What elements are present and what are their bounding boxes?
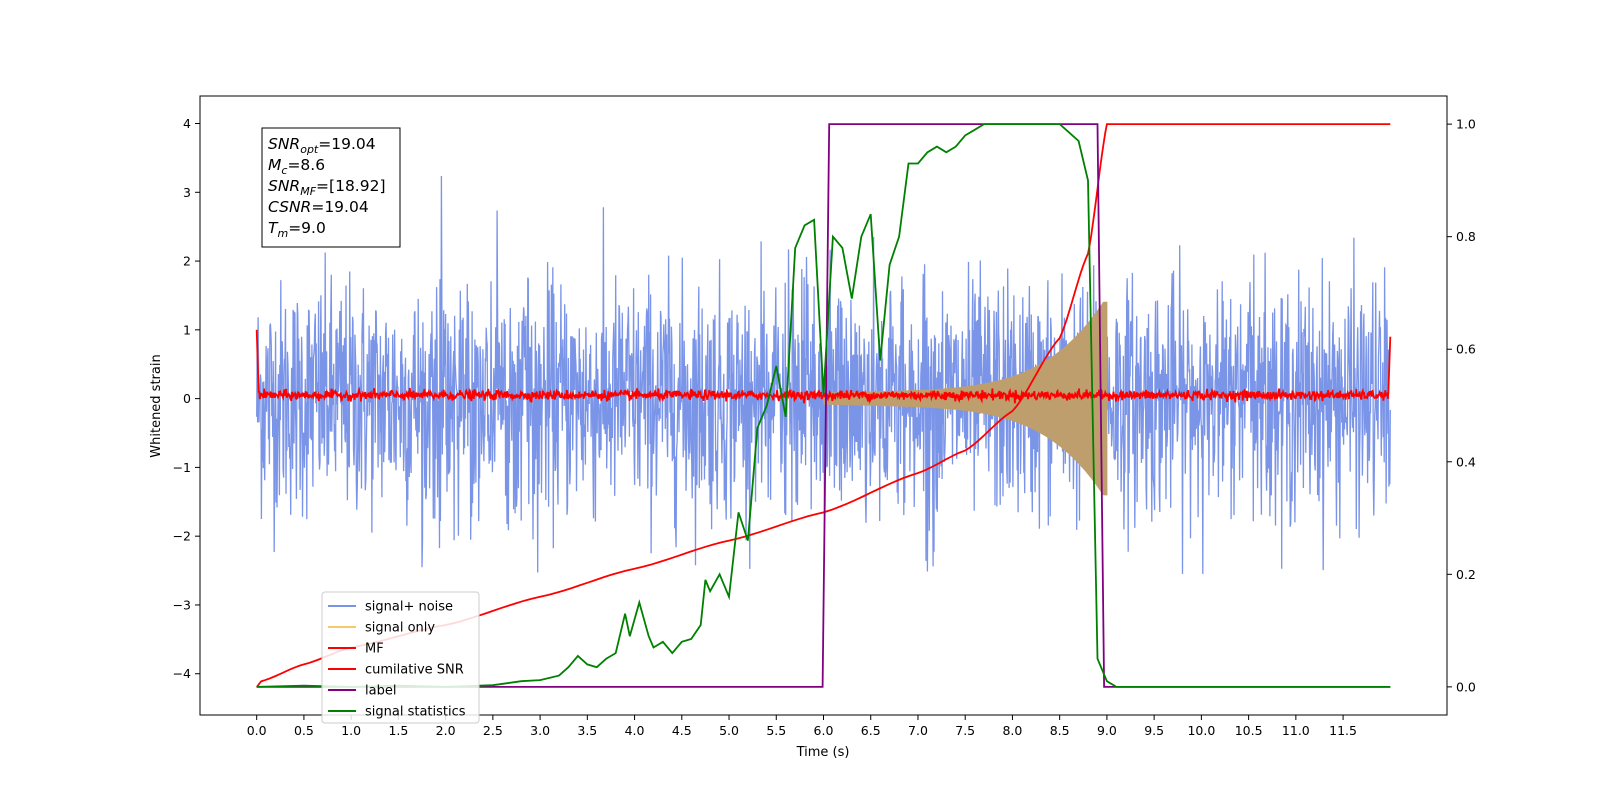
y-tick-label: 2 [183,254,191,269]
y-tick-label: 4 [183,116,191,131]
y-tick-label: −3 [173,597,191,612]
x-tick-label: 4.0 [625,723,645,738]
y2-tick-label: 0.4 [1456,454,1476,469]
x-tick-label: 0.5 [294,723,314,738]
series-signal-statistics-line [256,123,1391,688]
legend-label: label [365,684,396,699]
info-box-line: SNRopt=19.04 [268,135,376,156]
y-tick-label: 3 [183,185,191,200]
y2-tick-label: 0.6 [1456,342,1476,357]
x-axis-label: Time (s) [796,745,850,760]
x-tick-label: 1.5 [388,723,408,738]
legend-frame [321,591,480,724]
y2-axis: 0.0 0.2 0.4 0.6 0.8 1.0 [1447,117,1476,694]
series-signal-only-line [823,301,1108,496]
series-mf-line [255,329,1392,405]
legend-label: cumilative SNR [365,663,464,678]
info-box-line: CSNR=19.04 [268,198,369,216]
legend-label: MF [365,642,384,657]
x-tick-label: 6.0 [814,723,834,738]
info-box: SNRopt=19.04Mc=8.6SNRMF=[18.92]CSNR=19.0… [261,127,401,248]
x-tick-label: 2.5 [483,723,503,738]
x-tick-label: 0.0 [247,723,267,738]
legend-label: signal only [365,621,435,636]
info-box-line: Tm=9.0 [268,219,326,240]
y-tick-label: 0 [183,391,191,406]
x-tick-label: 8.0 [1002,723,1022,738]
legend-label: signal statistics [365,705,466,720]
y2-tick-label: 0.2 [1456,567,1476,582]
x-tick-label: 7.0 [908,723,928,738]
y-axis-label: Whitened strain [149,354,164,457]
x-tick-label: 5.5 [766,723,786,738]
x-tick-label: 10.0 [1187,723,1215,738]
x-tick-label: 2.0 [436,723,456,738]
x-tick-label: 7.5 [955,723,975,738]
y-tick-label: 1 [183,322,191,337]
x-tick-label: 3.0 [530,723,550,738]
x-tick-label: 10.5 [1235,723,1263,738]
info-box-line: SNRMF=[18.92] [268,177,386,198]
legend-label: signal+ noise [365,600,453,615]
x-axis: 0.0 0.5 1.0 1.5 2.0 2.5 3.0 3.5 4.0 4.5 5.0 5.5 6.0 6… [247,715,1357,738]
legend: signal+ noise signal only MF cumilative SNR… [321,591,480,724]
y-tick-label: −2 [173,529,191,544]
x-tick-label: 11.5 [1329,723,1357,738]
y-tick-label: −4 [173,666,191,681]
x-tick-label: 9.0 [1097,723,1117,738]
y-axis: −4 −3 −2 −1 0 1 2 3 4 [173,116,200,681]
y-tick-label: −1 [173,460,191,475]
x-tick-label: 11.0 [1282,723,1310,738]
x-tick-label: 9.5 [1144,723,1164,738]
x-tick-label: 1.0 [341,723,361,738]
x-tick-label: 6.5 [861,723,881,738]
y2-tick-label: 0.0 [1456,679,1476,694]
info-box-frame [261,127,401,248]
y2-tick-label: 0.8 [1456,229,1476,244]
x-tick-label: 3.5 [577,723,597,738]
x-tick-label: 8.5 [1050,723,1070,738]
x-tick-label: 5.0 [719,723,739,738]
y2-tick-label: 1.0 [1456,117,1476,132]
x-tick-label: 4.5 [672,723,692,738]
info-box-line: Mc=8.6 [268,156,325,177]
